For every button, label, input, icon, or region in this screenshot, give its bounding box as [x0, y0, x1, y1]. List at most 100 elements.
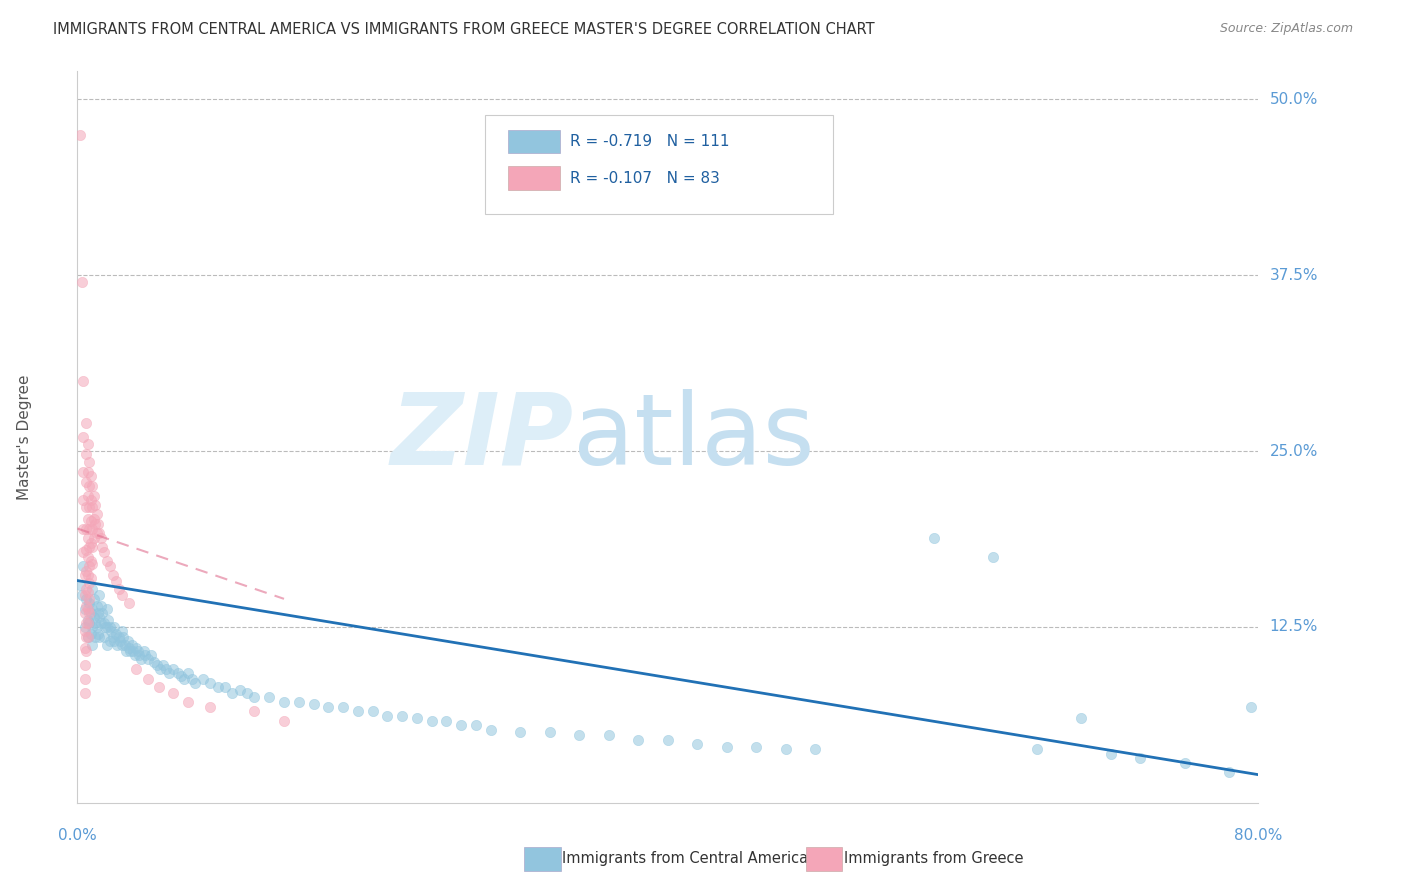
Point [83, 610, 105, 624]
Point [118, 596, 141, 610]
Point [509, 725, 531, 739]
Point [87, 627, 110, 641]
Point [73, 568, 96, 582]
Point [177, 694, 200, 708]
Point [1129, 751, 1152, 765]
Point [104, 574, 127, 588]
Point [221, 686, 243, 700]
Point [118, 641, 141, 656]
Point [76, 549, 98, 564]
Point [134, 648, 156, 662]
Point [77, 559, 100, 574]
Point [236, 686, 259, 700]
Point [111, 624, 132, 639]
Point [73, 641, 96, 656]
Point [243, 705, 266, 719]
Point [107, 630, 129, 644]
Point [141, 648, 163, 662]
Point [77, 521, 100, 535]
Point [83, 511, 105, 525]
Point [75, 644, 97, 658]
Point [79, 606, 101, 620]
FancyBboxPatch shape [509, 130, 561, 153]
Point [75, 416, 97, 430]
Point [83, 532, 105, 546]
Point [538, 725, 561, 739]
Point [79, 571, 101, 585]
Point [302, 698, 325, 712]
Text: 0.0%: 0.0% [58, 828, 97, 843]
Point [70, 588, 93, 602]
Point [75, 630, 97, 644]
Point [72, 559, 94, 574]
Point [90, 532, 112, 546]
Point [90, 615, 112, 630]
Point [97, 613, 120, 627]
Point [332, 700, 354, 714]
Point [86, 508, 108, 522]
Point [122, 644, 145, 658]
Point [75, 500, 97, 515]
Text: 12.5%: 12.5% [1270, 619, 1317, 634]
Text: 80.0%: 80.0% [1234, 828, 1282, 843]
Text: IMMIGRANTS FROM CENTRAL AMERICA VS IMMIGRANTS FROM GREECE MASTER'S DEGREE CORREL: IMMIGRANTS FROM CENTRAL AMERICA VS IMMIG… [53, 22, 875, 37]
Point [79, 535, 101, 549]
Point [436, 714, 458, 729]
FancyBboxPatch shape [485, 115, 834, 214]
Point [162, 662, 184, 676]
Point [83, 591, 105, 606]
Text: Immigrants from Central America: Immigrants from Central America [562, 851, 808, 865]
Point [318, 700, 340, 714]
Point [72, 521, 94, 535]
Point [166, 666, 188, 681]
Point [77, 591, 100, 606]
Point [170, 669, 193, 683]
Point [148, 681, 170, 695]
Text: 37.5%: 37.5% [1270, 268, 1317, 283]
Point [77, 615, 100, 630]
Point [76, 568, 98, 582]
Point [77, 455, 100, 469]
Point [73, 686, 96, 700]
Point [82, 638, 104, 652]
Point [82, 582, 104, 596]
Point [72, 545, 94, 559]
Point [1218, 764, 1240, 779]
Point [84, 498, 107, 512]
Text: R = -0.107   N = 83: R = -0.107 N = 83 [569, 170, 720, 186]
Point [103, 634, 125, 648]
Text: 25.0%: 25.0% [1270, 443, 1317, 458]
Point [89, 525, 111, 540]
Point [200, 676, 222, 690]
Point [259, 690, 281, 705]
Point [391, 708, 413, 723]
Point [89, 630, 111, 644]
Point [98, 634, 121, 648]
Point [775, 742, 797, 756]
Point [111, 638, 132, 652]
Text: R = -0.719   N = 111: R = -0.719 N = 111 [569, 134, 730, 149]
Point [79, 493, 101, 508]
Point [77, 500, 100, 515]
Point [82, 601, 104, 615]
Point [598, 728, 620, 742]
Point [464, 718, 488, 732]
Point [82, 500, 104, 515]
Point [108, 634, 131, 648]
Point [73, 601, 96, 615]
Point [273, 694, 295, 708]
Point [101, 568, 124, 582]
Text: Immigrants from Greece: Immigrants from Greece [844, 851, 1024, 865]
Point [73, 657, 96, 672]
Point [117, 634, 139, 648]
Point [243, 690, 266, 705]
Point [73, 588, 96, 602]
Point [75, 542, 97, 557]
Point [111, 588, 132, 602]
Point [70, 276, 93, 290]
Point [149, 662, 172, 676]
Point [73, 606, 96, 620]
Point [72, 374, 94, 388]
Point [136, 652, 159, 666]
Point [69, 578, 91, 592]
